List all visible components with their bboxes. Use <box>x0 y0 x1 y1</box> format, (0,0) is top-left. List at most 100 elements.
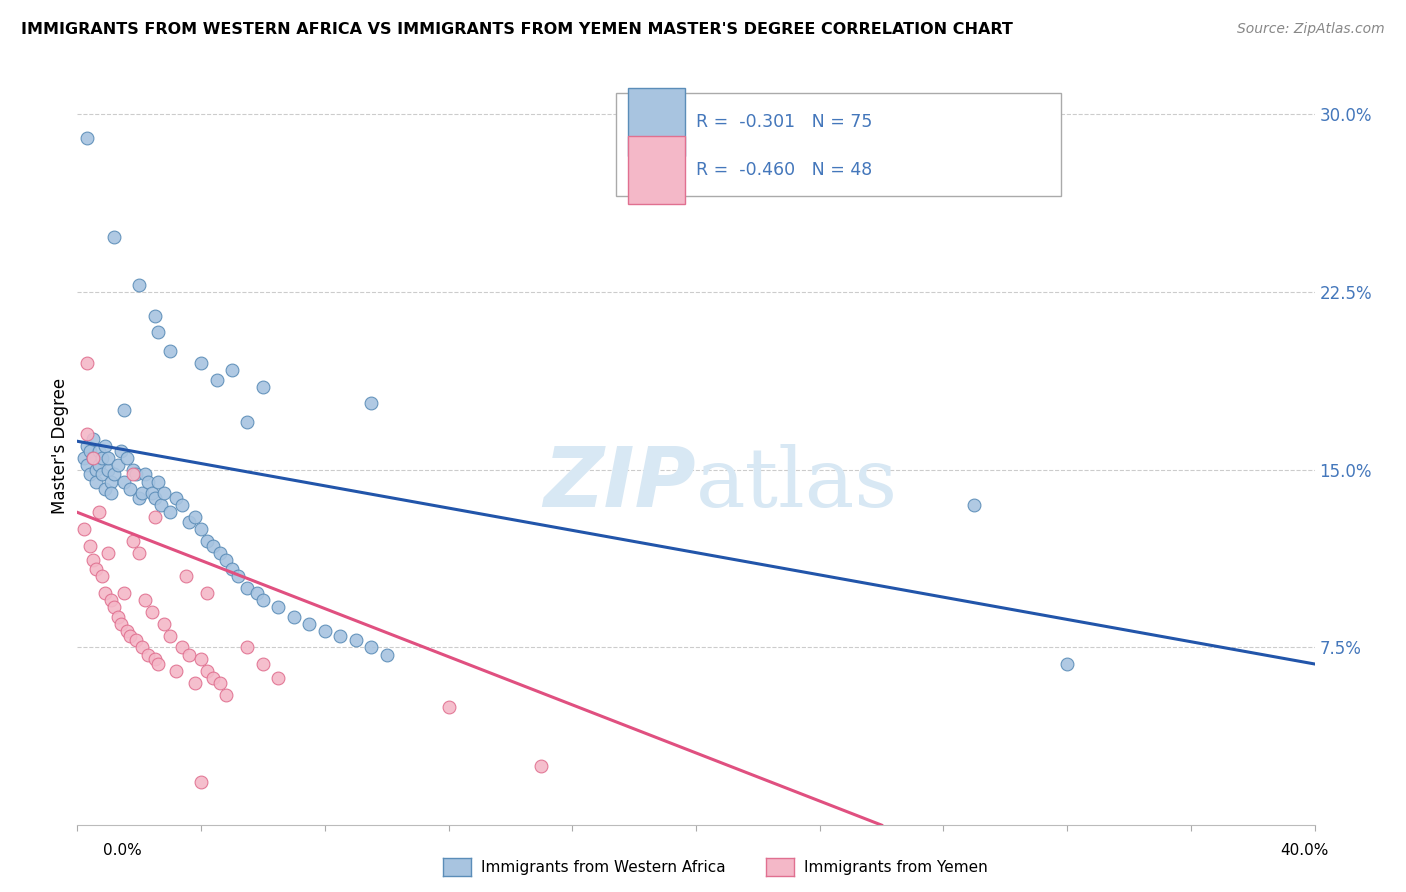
Point <box>208 546 231 560</box>
Point <box>283 609 305 624</box>
Point <box>107 458 129 472</box>
Point <box>195 664 218 678</box>
Point <box>174 569 197 583</box>
Point <box>131 640 153 655</box>
Point <box>202 671 225 685</box>
Point <box>236 415 259 429</box>
Point <box>190 652 212 666</box>
Point <box>246 586 269 600</box>
Point <box>226 569 249 583</box>
FancyBboxPatch shape <box>616 94 1062 196</box>
Point <box>963 498 986 512</box>
Point <box>314 624 336 638</box>
Point <box>128 277 150 292</box>
Point <box>122 533 145 548</box>
Point <box>72 522 94 536</box>
Point <box>131 486 153 500</box>
Point <box>1056 657 1078 671</box>
Point <box>100 486 122 500</box>
Point <box>236 581 259 595</box>
Point <box>79 443 101 458</box>
Point <box>177 515 200 529</box>
Point <box>100 593 122 607</box>
Point <box>112 475 135 489</box>
Point <box>128 491 150 505</box>
Point <box>184 510 207 524</box>
Point <box>97 450 120 465</box>
Y-axis label: Master's Degree: Master's Degree <box>51 378 69 514</box>
Point <box>267 671 290 685</box>
Point <box>138 475 160 489</box>
Point <box>146 475 169 489</box>
Point <box>195 586 218 600</box>
Point <box>115 450 138 465</box>
Point <box>165 664 187 678</box>
Point <box>190 522 212 536</box>
Point <box>172 640 194 655</box>
Point <box>79 539 101 553</box>
Point <box>344 633 367 648</box>
Point <box>375 648 398 662</box>
Point <box>125 467 148 482</box>
Point <box>112 403 135 417</box>
Point <box>146 326 169 340</box>
Point <box>82 552 104 567</box>
Point <box>84 562 107 576</box>
Text: ZIP: ZIP <box>543 443 696 524</box>
Point <box>87 458 110 472</box>
Point <box>97 463 120 477</box>
Point <box>97 546 120 560</box>
Text: R =  -0.301   N = 75: R = -0.301 N = 75 <box>696 113 872 131</box>
Point <box>76 458 98 472</box>
FancyBboxPatch shape <box>628 88 685 156</box>
Point <box>208 676 231 690</box>
Point <box>267 600 290 615</box>
Point <box>94 482 117 496</box>
Point <box>215 688 238 702</box>
Text: Immigrants from Western Africa: Immigrants from Western Africa <box>481 860 725 874</box>
Text: R =  -0.460   N = 48: R = -0.460 N = 48 <box>696 161 872 179</box>
Point <box>100 475 122 489</box>
Point <box>437 699 460 714</box>
Text: atlas: atlas <box>696 444 898 524</box>
Point <box>190 356 212 370</box>
Point <box>153 616 176 631</box>
Point <box>149 498 172 512</box>
Point <box>87 505 110 519</box>
Point <box>143 491 166 505</box>
FancyBboxPatch shape <box>628 136 685 204</box>
Point <box>94 586 117 600</box>
Point <box>205 373 228 387</box>
Point <box>195 533 218 548</box>
Point <box>118 482 141 496</box>
Point <box>128 546 150 560</box>
Point <box>252 657 274 671</box>
Point <box>107 609 129 624</box>
Text: IMMIGRANTS FROM WESTERN AFRICA VS IMMIGRANTS FROM YEMEN MASTER'S DEGREE CORRELAT: IMMIGRANTS FROM WESTERN AFRICA VS IMMIGR… <box>21 22 1012 37</box>
Point <box>84 463 107 477</box>
Point <box>76 131 98 145</box>
Point <box>82 432 104 446</box>
Point <box>530 759 553 773</box>
Point <box>172 498 194 512</box>
Text: 40.0%: 40.0% <box>1281 843 1329 858</box>
Point <box>298 616 321 631</box>
Point <box>134 593 156 607</box>
Text: Source: ZipAtlas.com: Source: ZipAtlas.com <box>1237 22 1385 37</box>
Point <box>72 450 94 465</box>
Point <box>360 396 382 410</box>
Point <box>221 562 243 576</box>
Point <box>125 633 148 648</box>
Point <box>122 463 145 477</box>
Point <box>159 505 181 519</box>
Point <box>143 652 166 666</box>
Point <box>190 775 212 789</box>
Point <box>79 467 101 482</box>
Point <box>112 586 135 600</box>
Point <box>76 439 98 453</box>
Point <box>141 605 163 619</box>
Point <box>110 443 132 458</box>
Point <box>103 230 125 244</box>
Point <box>94 439 117 453</box>
Point <box>252 380 274 394</box>
